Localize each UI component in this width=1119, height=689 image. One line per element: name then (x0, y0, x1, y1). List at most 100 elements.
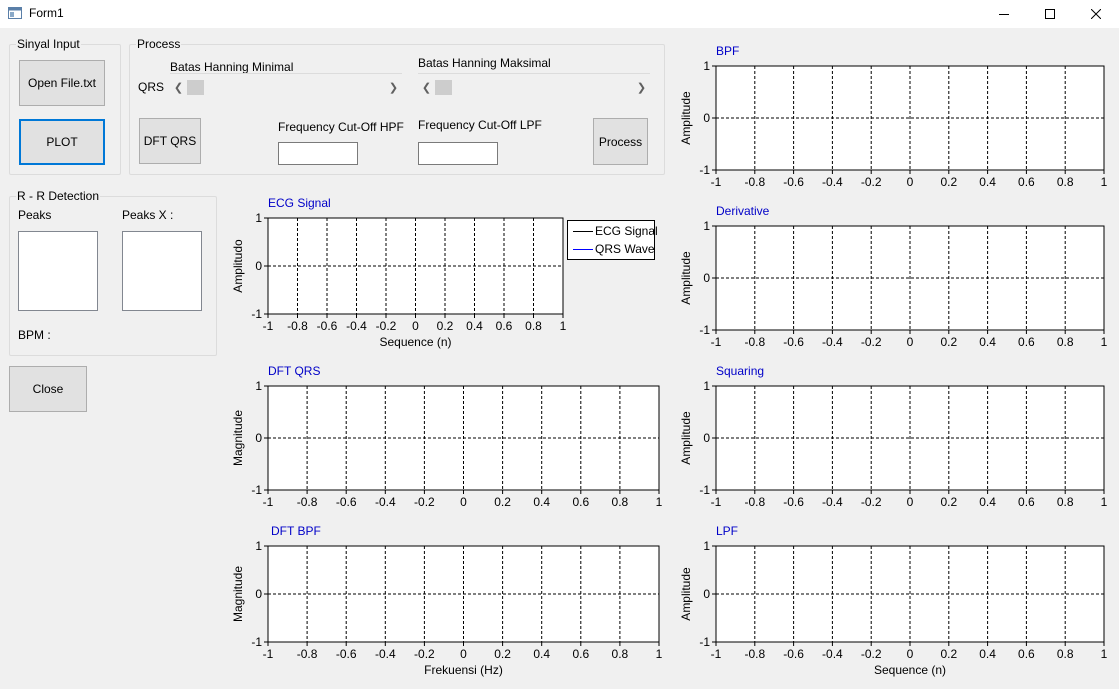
ecg-chart: -1 -0.8 -0.6 -0.4 -0.2 0 0.2 0.4 0.6 0.8 1 1 0 -1 Ampl… (231, 211, 567, 349)
x-tick-label: -0.4 (822, 175, 843, 189)
x-tick-label: 0.8 (525, 319, 542, 333)
y-tick-label: -1 (699, 635, 710, 649)
x-tick-label: 1 (1101, 495, 1108, 509)
x-tick-label: -1 (711, 335, 722, 349)
x-tick-label: -0.4 (375, 647, 396, 661)
y-axis-label: Amplitudo (231, 239, 245, 293)
scroll-left-icon[interactable]: ❮ (421, 82, 432, 94)
hanning-max-scrollbar[interactable]: ❮ ❯ (418, 73, 650, 96)
y-tick-label: 1 (255, 379, 262, 393)
x-tick-label: 0 (907, 495, 914, 509)
y-tick-label: -1 (699, 323, 710, 337)
x-tick-label: -0.8 (744, 175, 765, 189)
dft-qrs-chart-title: DFT QRS (268, 364, 321, 378)
x-tick-label: 0.4 (979, 647, 996, 661)
hanning-min-scrollbar[interactable]: ❮ ❯ (170, 73, 402, 96)
x-tick-label: 0.8 (1057, 647, 1074, 661)
x-tick-label: -0.6 (783, 495, 804, 509)
y-axis-label: Magnitude (231, 566, 245, 622)
x-tick-label: 0.4 (979, 495, 996, 509)
sinyal-input-label: Sinyal Input (16, 37, 81, 51)
minimize-button[interactable] (981, 0, 1027, 28)
x-tick-label: 0.2 (940, 175, 957, 189)
x-tick-label: -0.8 (297, 647, 318, 661)
y-axis-label: Amplitude (679, 251, 693, 305)
peaks-x-label: Peaks X : (122, 208, 174, 222)
x-tick-label: -0.4 (822, 495, 843, 509)
open-file-button[interactable]: Open File.txt (19, 60, 105, 106)
x-tick-label: 0.6 (572, 495, 589, 509)
x-tick-label: -1 (711, 647, 722, 661)
y-tick-label: -1 (251, 635, 262, 649)
x-tick-label: 0.6 (572, 647, 589, 661)
x-tick-label: -0.4 (822, 335, 843, 349)
y-tick-label: 1 (255, 211, 262, 225)
lpf-label: Frequency Cut-Off LPF (418, 118, 542, 132)
app-icon (8, 7, 22, 19)
maximize-button[interactable] (1027, 0, 1073, 28)
y-tick-label: 1 (255, 539, 262, 553)
title-bar: Form1 (0, 0, 1119, 28)
x-tick-label: -1 (263, 495, 274, 509)
x-tick-label: -0.2 (376, 319, 397, 333)
x-tick-label: 0.4 (979, 335, 996, 349)
x-tick-label: 0.8 (1057, 495, 1074, 509)
x-axis-label: Frekuensi (Hz) (424, 663, 503, 677)
dft-qrs-chart: -1 -0.8 -0.6 -0.4 -0.2 0 0.2 0.4 0.6 0.8 1 1 0 -1 Magn… (231, 379, 663, 509)
x-tick-label: -1 (711, 495, 722, 509)
minimize-icon (999, 14, 1009, 15)
x-tick-label: -0.6 (336, 647, 357, 661)
y-tick-label: 1 (703, 59, 710, 73)
x-tick-label: 0.4 (979, 175, 996, 189)
x-tick-label: 1 (1101, 175, 1108, 189)
x-tick-label: -0.2 (414, 647, 435, 661)
x-tick-label: 0.6 (1018, 335, 1035, 349)
dft-qrs-button[interactable]: DFT QRS (139, 118, 201, 164)
process-button[interactable]: Process (593, 118, 648, 165)
legend-qrs-label: QRS Wave (595, 242, 655, 256)
hpf-input[interactable] (278, 142, 358, 165)
window-title: Form1 (29, 6, 64, 20)
plot-button[interactable]: PLOT (19, 119, 105, 165)
x-tick-label: 0 (460, 495, 467, 509)
x-tick-label: 0.4 (533, 647, 550, 661)
ecg-legend: ECG Signal QRS Wave (567, 220, 658, 260)
scroll-right-icon[interactable]: ❯ (388, 82, 399, 94)
lpf-input[interactable] (418, 142, 498, 165)
y-tick-label: 0 (703, 587, 710, 601)
x-tick-label: -1 (263, 647, 274, 661)
close-window-button[interactable] (1073, 0, 1119, 28)
bpf-chart: -1 -0.8 -0.6 -0.4 -0.2 0 0.2 0.4 0.6 0.8 1 1 0 -1 Ampl… (679, 59, 1108, 189)
x-tick-label: -0.6 (783, 175, 804, 189)
scroll-thumb[interactable] (435, 80, 452, 95)
x-tick-label: 0.2 (437, 319, 454, 333)
x-tick-label: -0.8 (297, 495, 318, 509)
bpm-label: BPM : (18, 328, 51, 342)
dft-bpf-chart-title: DFT BPF (271, 524, 321, 538)
hanning-min-label: Batas Hanning Minimal (170, 60, 294, 74)
x-tick-label: -0.8 (744, 495, 765, 509)
close-button[interactable]: Close (9, 366, 87, 412)
y-tick-label: 1 (703, 379, 710, 393)
x-tick-label: 0 (907, 175, 914, 189)
x-tick-label: 1 (560, 319, 567, 333)
x-axis-label: Sequence (n) (379, 335, 451, 349)
peaks-list[interactable] (18, 231, 98, 311)
x-tick-label: -1 (263, 319, 274, 333)
x-tick-label: 0.2 (494, 647, 511, 661)
y-tick-label: -1 (699, 483, 710, 497)
y-tick-label: 0 (703, 431, 710, 445)
derivative-chart: -1 -0.8 -0.6 -0.4 -0.2 0 0.2 0.4 0.6 0.8 1 1 0 -1 Ampl… (679, 219, 1108, 349)
scroll-right-icon[interactable]: ❯ (636, 82, 647, 94)
scroll-left-icon[interactable]: ❮ (173, 82, 184, 94)
peaks-label: Peaks (18, 208, 52, 222)
lpf-chart-title: LPF (716, 524, 739, 538)
x-tick-label: -0.2 (861, 335, 882, 349)
scroll-thumb[interactable] (187, 80, 204, 95)
x-tick-label: 0.8 (612, 495, 629, 509)
x-tick-label: 0.2 (940, 335, 957, 349)
x-tick-label: 0.6 (1018, 495, 1035, 509)
process-group: Process (129, 37, 665, 175)
peaks-x-list[interactable] (122, 231, 202, 311)
x-tick-label: -0.2 (861, 647, 882, 661)
